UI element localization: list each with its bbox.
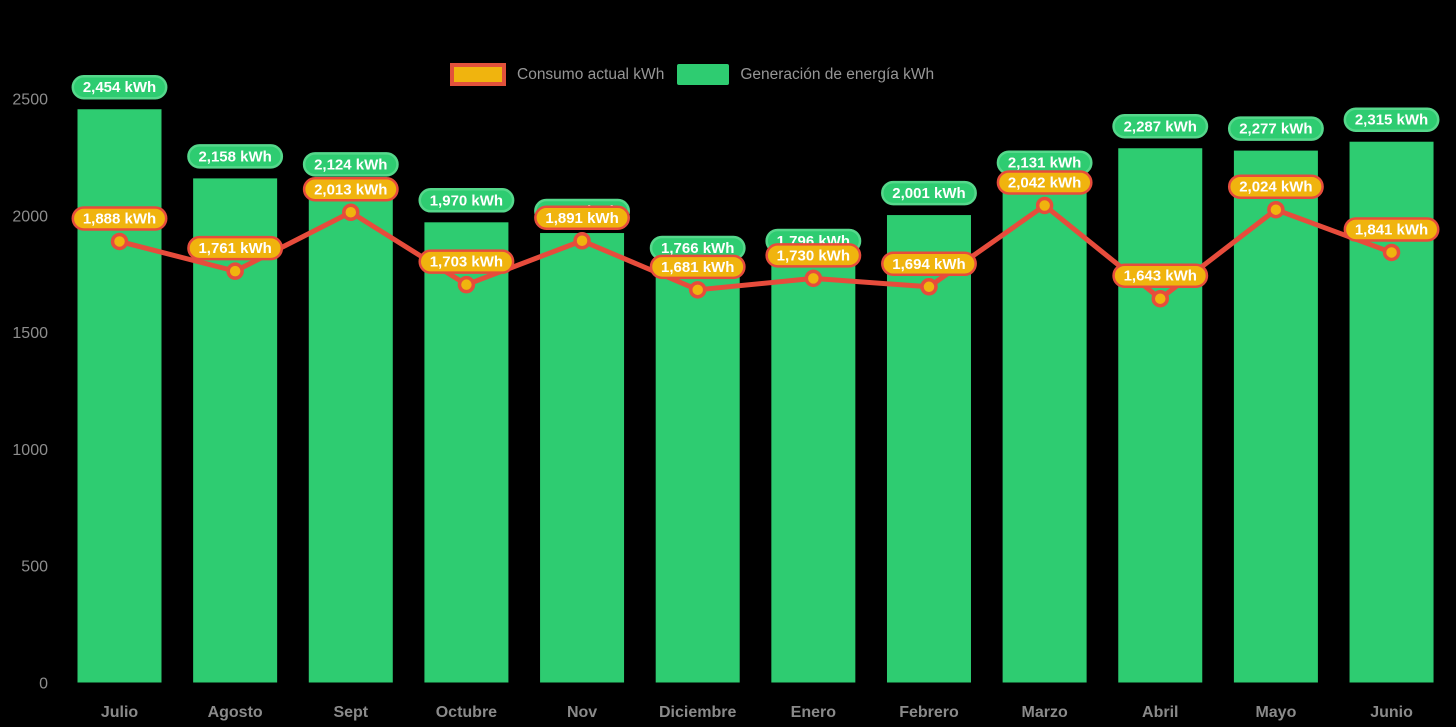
legend-item-consumo-actual[interactable]: Consumo actual kWh xyxy=(450,63,664,86)
generation-label-agosto-text: 2,158 kWh xyxy=(198,148,271,165)
x-axis-label-abril: Abril xyxy=(1142,704,1178,721)
consumption-label-marzo-text: 2,042 kWh xyxy=(1008,174,1081,191)
generation-label-abril-text: 2,287 kWh xyxy=(1124,118,1197,135)
consumption-label-diciembre-text: 1,681 kWh xyxy=(661,259,734,276)
x-axis-label-diciembre: Diciembre xyxy=(659,704,736,721)
consumption-label-febrero-text: 1,694 kWh xyxy=(892,256,965,273)
generation-label-mayo-text: 2,277 kWh xyxy=(1239,121,1312,138)
consumption-point-octubre[interactable] xyxy=(457,275,476,294)
consumption-label-diciembre: 1,681 kWh xyxy=(649,254,746,280)
legend-label-consumo-actual: Consumo actual kWh xyxy=(517,65,665,83)
consumption-point-abril[interactable] xyxy=(1151,289,1170,308)
consumption-point-enero[interactable] xyxy=(804,269,823,288)
x-axis-label-marzo: Marzo xyxy=(1022,704,1068,721)
x-axis-label-febrero: Febrero xyxy=(899,704,959,721)
y-axis-tick-500: 500 xyxy=(21,559,48,576)
generation-label-octubre-text: 1,970 kWh xyxy=(430,192,503,209)
generation-bar-octubre[interactable] xyxy=(424,222,509,683)
generation-bar-abril[interactable] xyxy=(1118,148,1203,683)
x-axis-label-junio: Junio xyxy=(1370,704,1413,721)
generation-bar-sept[interactable] xyxy=(308,186,393,683)
consumption-label-sept-text: 2,013 kWh xyxy=(314,181,387,198)
consumption-point-sept[interactable] xyxy=(342,203,360,222)
consumption-label-nov: 1,891 kWh xyxy=(534,205,630,231)
consumption-label-mayo-text: 2,024 kWh xyxy=(1239,179,1312,196)
generation-bar-diciembre[interactable] xyxy=(655,269,740,683)
y-axis-tick-2500: 2500 xyxy=(12,92,48,109)
generation-label-julio-text: 2,454 kWh xyxy=(83,79,156,96)
consumption-label-nov-text: 1,891 kWh xyxy=(545,210,618,227)
x-axis-label-octubre: Octubre xyxy=(436,704,497,721)
generation-label-abril: 2,287 kWh xyxy=(1112,114,1209,139)
consumption-label-junio: 1,841 kWh xyxy=(1343,217,1440,242)
y-axis-tick-2000: 2000 xyxy=(12,208,48,225)
y-axis-tick-1000: 1000 xyxy=(12,442,48,459)
consumption-point-marzo[interactable] xyxy=(1035,196,1054,215)
generation-bar-mayo[interactable] xyxy=(1233,150,1318,683)
x-axis-label-agosto: Agosto xyxy=(208,704,263,721)
generation-label-julio: 2,454 kWh xyxy=(71,74,168,100)
generation-bar-julio[interactable] xyxy=(77,109,162,683)
consumption-label-agosto: 1,761 kWh xyxy=(187,235,284,261)
consumption-label-octubre: 1,703 kWh xyxy=(418,249,515,274)
x-axis-label-sept: Sept xyxy=(333,704,368,721)
consumption-label-abril: 1,643 kWh xyxy=(1112,263,1209,288)
generation-label-marzo-text: 2,131 kWh xyxy=(1008,155,1081,172)
x-axis-label-enero: Enero xyxy=(791,704,837,721)
consumption-label-octubre-text: 1,703 kWh xyxy=(430,254,503,271)
generation-label-diciembre: 1,766 kWh xyxy=(649,235,746,261)
consumption-point-febrero[interactable] xyxy=(920,278,938,296)
legend-item-generacion-energia[interactable]: Generación de energía kWh xyxy=(677,64,934,85)
generation-label-agosto: 2,158 kWh xyxy=(187,144,284,169)
x-axis-label-julio: Julio xyxy=(101,704,139,721)
consumption-point-nov[interactable] xyxy=(573,232,591,250)
generation-label-octubre: 1,970 kWh xyxy=(418,188,515,213)
y-axis-tick-0: 0 xyxy=(39,676,48,693)
generation-label-sept: 2,124 kWh xyxy=(302,152,399,177)
generation-label-febrero: 2,001 kWh xyxy=(881,180,977,206)
legend: Consumo actual kWh Generación de energía… xyxy=(450,63,934,86)
consumption-label-junio-text: 1,841 kWh xyxy=(1355,221,1428,238)
generation-label-junio-text: 2,315 kWh xyxy=(1355,112,1428,129)
x-axis-label-nov: Nov xyxy=(567,704,597,721)
x-axis-label-mayo: Mayo xyxy=(1255,704,1296,721)
consumption-label-julio: 1,888 kWh xyxy=(71,206,168,231)
consumo-actual-swatch-icon xyxy=(450,63,506,86)
consumption-point-mayo[interactable] xyxy=(1267,200,1285,219)
consumption-label-mayo: 2,024 kWh xyxy=(1227,174,1324,199)
legend-label-generacion-energia: Generación de energía kWh xyxy=(740,65,935,83)
consumption-point-diciembre[interactable] xyxy=(688,281,707,299)
generation-label-mayo: 2,277 kWh xyxy=(1227,116,1324,141)
generation-bar-marzo[interactable] xyxy=(1002,184,1087,683)
consumption-label-marzo: 2,042 kWh xyxy=(996,170,1093,195)
generation-label-febrero-text: 2,001 kWh xyxy=(892,185,965,202)
consumption-point-junio[interactable] xyxy=(1382,243,1401,262)
generation-bar-enero[interactable] xyxy=(771,262,856,683)
generacion-energia-swatch-icon xyxy=(677,64,730,85)
consumption-point-agosto[interactable] xyxy=(226,262,244,280)
generation-label-diciembre-text: 1,766 kWh xyxy=(661,240,734,257)
generation-label-junio: 2,315 kWh xyxy=(1343,107,1440,132)
consumption-label-julio-text: 1,888 kWh xyxy=(83,210,156,227)
consumption-label-abril-text: 1,643 kWh xyxy=(1124,268,1197,285)
generation-label-marzo: 2,131 kWh xyxy=(996,150,1093,175)
consumption-label-enero: 1,730 kWh xyxy=(765,243,862,268)
consumption-label-enero-text: 1,730 kWh xyxy=(777,247,850,264)
consumption-label-febrero: 1,694 kWh xyxy=(881,251,977,277)
consumption-point-julio[interactable] xyxy=(110,232,129,251)
y-axis-tick-1500: 1500 xyxy=(12,325,48,342)
consumption-label-agosto-text: 1,761 kWh xyxy=(198,240,271,257)
generation-label-sept-text: 2,124 kWh xyxy=(314,156,387,173)
consumption-label-sept: 2,013 kWh xyxy=(302,177,399,202)
generation-bar-nov[interactable] xyxy=(540,233,625,683)
